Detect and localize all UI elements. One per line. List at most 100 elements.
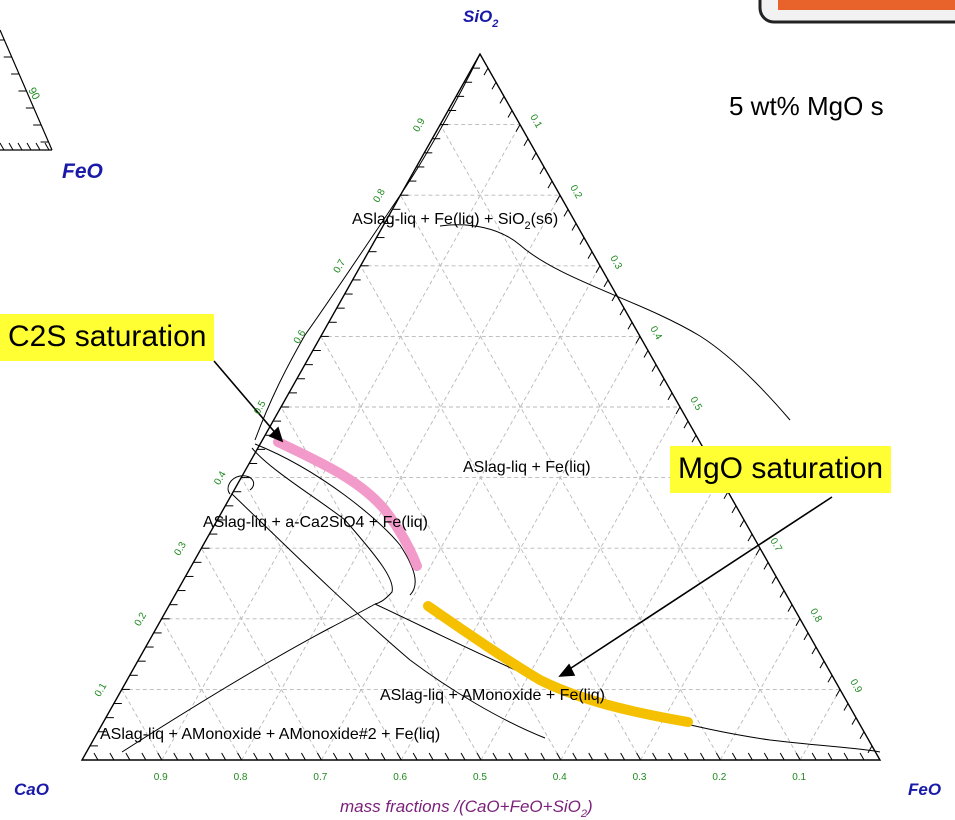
edge-tick (620, 752, 626, 761)
edge-tick (715, 752, 721, 761)
grid-line (161, 124, 521, 761)
edge-tick (269, 752, 274, 761)
edge-tick (779, 590, 785, 598)
edge-tick (523, 138, 529, 146)
corner-labels: SiO2 CaO FeO (14, 7, 941, 799)
inset-tick (35, 142, 41, 151)
edge-tick (157, 752, 163, 761)
edge-tick (539, 166, 545, 175)
edge-tick (332, 752, 338, 761)
tick-label-right: 0.8 (807, 607, 824, 625)
tick-label-left: 0.1 (93, 681, 110, 699)
c2s-arrow (213, 360, 279, 437)
edge-tick (556, 752, 562, 761)
edge-tick (835, 689, 841, 697)
region-labels: ASlag-liq + Fe(liq) + SiO2(s6) ASlag-liq… (100, 211, 605, 743)
edge-tick (483, 67, 489, 76)
edge-tick (507, 110, 513, 118)
tick-label-left: 0.8 (371, 187, 388, 205)
edge-tick (547, 180, 553, 189)
edge-ticks (89, 67, 873, 761)
c2s-arrowhead (268, 426, 284, 443)
edge-tick (460, 752, 466, 761)
edge-tick (763, 562, 769, 570)
inset-tick (17, 142, 23, 151)
edge-tick (524, 752, 530, 761)
mgo-arrow (564, 496, 833, 673)
tick-label-bottom: 0.7 (313, 772, 327, 783)
edge-tick (587, 251, 593, 259)
edge-tick (364, 752, 370, 761)
edge-tick (301, 752, 306, 761)
edge-tick (747, 752, 753, 761)
boundary-small-loop (227, 475, 255, 495)
edge-tick (843, 752, 849, 761)
edge-tick (779, 752, 785, 761)
edge-tick (843, 703, 849, 711)
tick-label-right: 0.4 (647, 324, 664, 342)
boundary-diagonal-bottom (121, 603, 376, 753)
inset-tick (26, 142, 32, 151)
edge-tick (643, 350, 649, 358)
edge-tick (755, 547, 761, 556)
edge-tick (635, 336, 641, 344)
edge-tick (667, 392, 673, 401)
edge-tick (428, 752, 434, 761)
tick-label-bottom: 0.6 (393, 772, 407, 783)
edge-tick (93, 752, 99, 761)
tick-label-right: 0.7 (767, 536, 784, 554)
edge-tick (819, 660, 825, 669)
grid-line (121, 689, 163, 761)
grid-line (240, 477, 402, 761)
edge-tick (636, 752, 642, 761)
region-label-monoxide: ASlag-liq + AMonoxide + Fe(liq) (380, 687, 605, 704)
edge-tick (348, 752, 354, 761)
inset-tick (8, 142, 14, 151)
edge-tick (771, 576, 777, 584)
edge-tick (412, 752, 418, 761)
edge-tick (491, 81, 497, 90)
tick-label-left: 0.3 (172, 540, 189, 558)
edge-tick (627, 322, 633, 330)
apex-label-sio2: SiO2 (463, 7, 498, 30)
grid-line (360, 265, 641, 761)
edge-tick (221, 752, 227, 761)
grid-line (439, 124, 801, 761)
edge-tick (173, 752, 179, 761)
tick-label-right: 0.5 (687, 395, 704, 413)
edge-tick (515, 124, 521, 132)
edge-tick (683, 420, 689, 429)
edge-tick (747, 533, 753, 542)
inset-corner-label: FeO (62, 160, 103, 183)
edge-tick (795, 752, 801, 761)
inset-tick (0, 142, 5, 151)
edge-tick (691, 434, 697, 443)
edge-tick (492, 752, 498, 761)
tick-label-right: 0.3 (607, 254, 624, 272)
tick-label-left: 0.9 (411, 116, 428, 134)
edge-tick (444, 752, 450, 761)
edge-tick (659, 378, 665, 387)
tick-label-bottom: 0.5 (473, 772, 487, 783)
edge-tick (508, 752, 514, 761)
edge-tick (125, 752, 131, 761)
edge-tick (651, 364, 657, 372)
edge-tick (237, 752, 243, 761)
edge-tick (285, 752, 290, 761)
slide-box-remnant (758, 0, 955, 24)
edge-tick (109, 752, 115, 761)
edge-tick (795, 618, 801, 627)
c2s-highlight-stroke (273, 437, 422, 571)
edge-tick (668, 752, 673, 761)
edge-tick (563, 209, 569, 217)
edge-tick (652, 752, 657, 761)
corner-label-feo: FeO (908, 780, 941, 799)
callout-c2s-saturation: C2S saturation (0, 314, 215, 361)
tick-label-left: 0.7 (332, 257, 349, 275)
edge-tick (851, 717, 857, 725)
boundary-diagonal-left (231, 493, 546, 739)
edge-tick (827, 675, 833, 683)
grid-line (560, 477, 721, 761)
edge-tick (827, 752, 833, 761)
